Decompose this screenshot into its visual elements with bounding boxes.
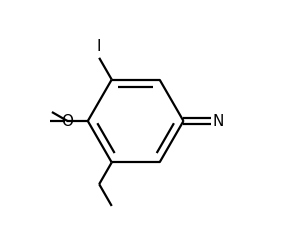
Text: N: N <box>212 113 224 129</box>
Text: I: I <box>97 39 101 54</box>
Text: O: O <box>61 113 74 129</box>
